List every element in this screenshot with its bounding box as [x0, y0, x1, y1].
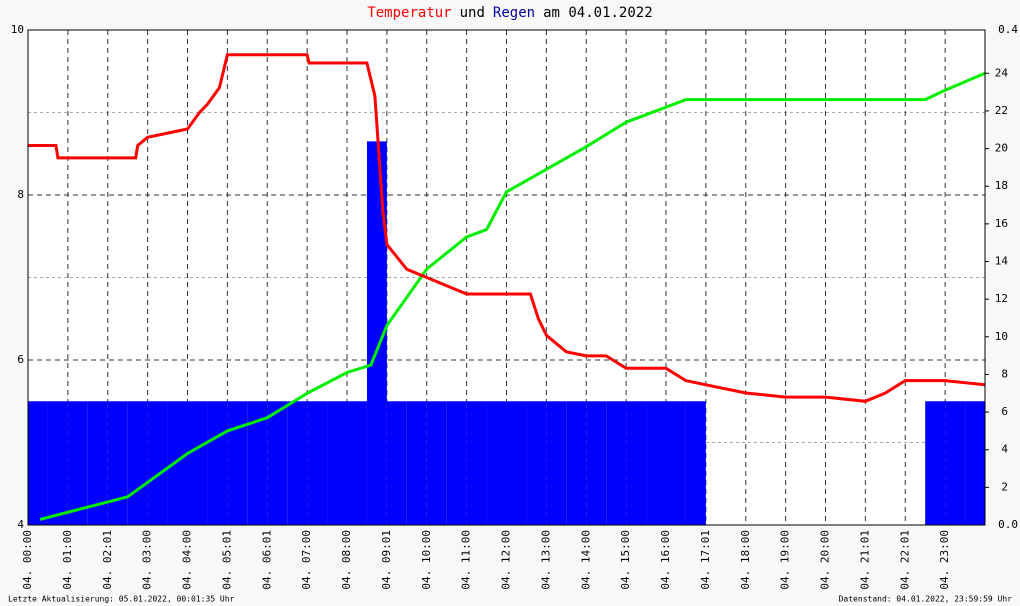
y3-tick-label: 16	[995, 217, 1008, 230]
x-tick-label: 04. 01:00	[61, 530, 74, 590]
y3-tick-label: 20	[995, 142, 1008, 155]
rain-bar	[327, 401, 347, 525]
x-tick-label: 04. 06:01	[260, 530, 273, 590]
title-part: Temperatur	[367, 5, 451, 21]
rain-bar	[426, 401, 447, 525]
y-tick-label: 10	[11, 23, 24, 36]
rain-bar	[566, 401, 587, 525]
y3-tick-label: 24	[995, 66, 1009, 79]
y3-tick-label: 14	[995, 255, 1009, 268]
rain-bar	[187, 401, 208, 525]
x-tick-label: 04. 21:01	[858, 530, 871, 590]
plot-frame	[27, 29, 986, 526]
rain-bar	[466, 401, 487, 525]
rain-bar	[167, 401, 188, 525]
x-tick-label: 04. 22:01	[898, 530, 911, 590]
x-tick-label: 04. 19:00	[779, 530, 792, 590]
x-tick-label: 04. 09:01	[380, 530, 393, 590]
y2-tick-label: 0.4	[998, 23, 1018, 36]
y3-tick-label: 12	[995, 292, 1008, 305]
series-line	[28, 53, 986, 403]
rain-bar	[646, 401, 666, 525]
y3-tick-label: 10	[995, 330, 1008, 343]
rain-bar	[107, 401, 128, 525]
y3-tick-label: 4	[1001, 443, 1008, 456]
rain-bar	[28, 401, 48, 525]
series-line	[39, 71, 986, 521]
x-tick-label: 04. 15:00	[619, 530, 632, 590]
rain-bar	[925, 401, 946, 525]
rain-bar	[965, 401, 985, 525]
y-tick-label: 8	[17, 188, 24, 201]
x-tick-label: 04. 07:00	[300, 530, 313, 590]
rain-bar	[526, 401, 547, 525]
title-part: und	[460, 5, 485, 21]
x-tick-label: 04. 04:00	[181, 530, 194, 590]
x-tick-label: 04. 13:00	[539, 530, 552, 590]
x-tick-label: 04. 23:00	[938, 530, 951, 590]
y-tick-label: 4	[17, 518, 24, 531]
y3-tick-label: 6	[1001, 405, 1008, 418]
title-part: am 04.01.2022	[543, 5, 653, 21]
rain-bar	[626, 401, 647, 525]
x-tick-label: 04. 00:00	[21, 530, 34, 590]
rain-bar	[666, 401, 686, 525]
rain-bar	[506, 401, 527, 525]
rain-bar	[586, 401, 607, 525]
rain-bar	[87, 401, 108, 525]
x-tick-label: 04. 03:00	[141, 530, 154, 590]
rain-bar	[486, 401, 507, 525]
chart-title: Temperatur und Regen am 04.01.2022	[367, 5, 652, 21]
rain-bar	[945, 401, 966, 525]
rain-bar	[685, 401, 706, 525]
rain-bar	[406, 401, 427, 525]
rain-bar	[247, 401, 268, 525]
rain-bar	[546, 401, 567, 525]
y3-tick-label: 8	[1001, 367, 1008, 380]
rain-bar	[127, 401, 148, 525]
rain-bar	[227, 401, 248, 525]
rain-bar	[147, 401, 168, 525]
rain-bar	[207, 401, 228, 525]
x-tick-label: 04. 20:00	[819, 530, 832, 590]
rain-bar	[347, 401, 367, 525]
footer-left: Letzte Aktualisierung: 05.01.2022, 00:01…	[8, 595, 235, 604]
x-tick-label: 04. 17:01	[699, 530, 712, 590]
rain-bar	[307, 401, 328, 525]
y3-tick-label: 18	[995, 179, 1008, 192]
rain-bar	[386, 401, 407, 525]
rain-bar	[446, 401, 467, 525]
rain-bar	[287, 401, 308, 525]
x-tick-label: 04. 16:00	[659, 530, 672, 590]
x-tick-label: 04. 08:00	[340, 530, 353, 590]
footer-right: Datenstand: 04.01.2022, 23:59:59 Uhr	[839, 595, 1013, 604]
x-tick-label: 04. 12:00	[500, 530, 513, 590]
rain-bar	[366, 141, 387, 525]
rain-bar	[606, 401, 627, 525]
y3-tick-label: 22	[995, 104, 1008, 117]
x-tick-label: 04. 11:00	[460, 530, 473, 590]
y3-tick-label: 2	[1001, 480, 1008, 493]
rain-bar	[47, 401, 68, 525]
x-tick-label: 04. 02:01	[101, 530, 114, 590]
rain-bar	[267, 401, 288, 525]
x-tick-label: 04. 05:01	[220, 530, 233, 590]
y2-tick-label: 0.0	[998, 518, 1018, 531]
title-part: Regen	[493, 5, 535, 21]
x-tick-label: 04. 10:00	[420, 530, 433, 590]
y-tick-label: 6	[17, 353, 24, 366]
rain-bar	[67, 401, 88, 525]
x-tick-label: 04. 14:00	[579, 530, 592, 590]
x-tick-label: 04. 18:00	[739, 530, 752, 590]
